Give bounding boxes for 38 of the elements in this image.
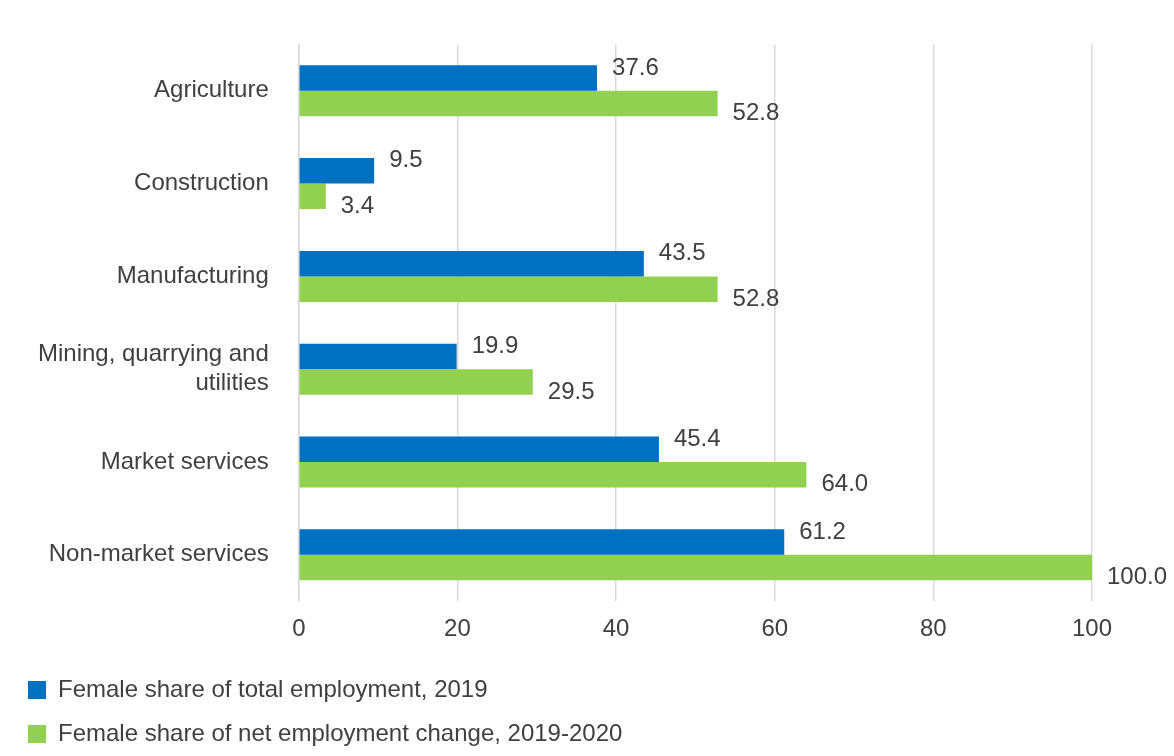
bar: [299, 250, 644, 277]
bar: [299, 343, 457, 370]
bar: [299, 65, 598, 91]
x-tick-label: 20: [444, 614, 471, 642]
bar: [299, 183, 326, 210]
x-tick-label: 80: [920, 614, 947, 642]
data-label: 100.0: [1107, 562, 1168, 590]
y-tick-label: Non-market services: [48, 539, 269, 567]
data-label: 3.4: [340, 190, 375, 218]
bar: [299, 369, 533, 395]
x-tick-label: 60: [761, 614, 789, 642]
y-tick-label: Agriculture: [154, 75, 269, 103]
data-label: 43.5: [658, 238, 706, 266]
y-tick-label: Construction: [134, 168, 269, 196]
legend-label: Female share of net employment change, 2019-2020: [58, 718, 623, 746]
data-label: 45.4: [673, 423, 721, 451]
y-tick-label: Mining, quarrying and utilities: [37, 339, 269, 396]
x-tick-label: 40: [602, 614, 630, 642]
x-tick-label: 0: [292, 614, 306, 642]
data-label: 52.8: [732, 283, 780, 311]
bar: [299, 462, 807, 488]
data-label: 37.6: [612, 52, 659, 80]
data-label: 19.9: [471, 331, 519, 359]
data-label: 29.5: [547, 376, 595, 404]
data-label: 9.5: [389, 145, 423, 173]
data-label: 52.8: [732, 98, 780, 126]
x-tick-label: 100: [1071, 614, 1113, 642]
bar: [299, 529, 785, 555]
bar: [299, 90, 718, 117]
bar: [299, 158, 375, 184]
data-label: 64.0: [821, 469, 869, 497]
legend-label: Female share of total employment, 2019: [58, 674, 488, 702]
y-tick-label: Manufacturing: [116, 261, 269, 289]
bar: [299, 554, 1092, 581]
y-tick-label: Market services: [100, 446, 269, 474]
data-label: 61.2: [799, 516, 846, 544]
bar: [299, 276, 718, 302]
bar: [299, 436, 659, 462]
